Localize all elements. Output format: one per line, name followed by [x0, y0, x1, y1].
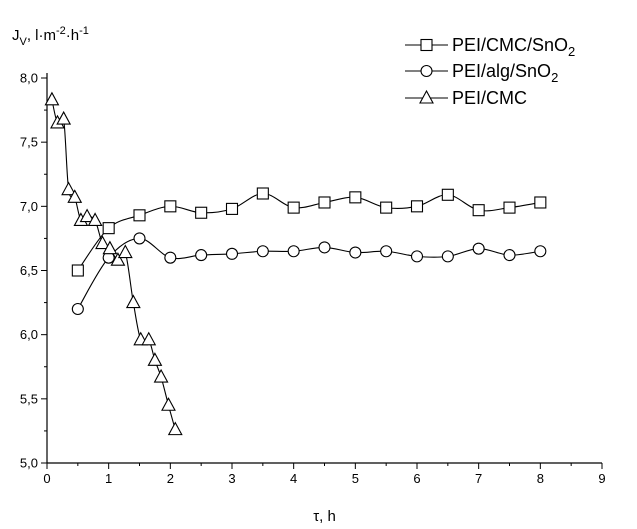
series-2: [71, 232, 547, 316]
legend-item-3: PEI/CMC: [405, 88, 527, 108]
series-line: [77, 237, 541, 310]
legend-label-subscript: 2: [568, 44, 575, 59]
data-point: [318, 196, 331, 209]
y-tick-label: 5,5: [20, 391, 38, 406]
data-point: [161, 397, 176, 411]
y-tick-label: 8,0: [20, 71, 38, 86]
legend-label-main: PEI/alg/SnO: [452, 61, 551, 81]
y-tick-label: 7,0: [20, 199, 38, 214]
data-point: [256, 245, 269, 258]
data-point: [410, 200, 424, 213]
legend-marker: [419, 89, 434, 104]
y-axis-title-part: -2: [56, 25, 66, 37]
legend-item-2: PEI/alg/SnO2: [405, 61, 558, 85]
data-point: [410, 250, 424, 263]
y-axis-title: JV, l·m-2·h-1: [12, 25, 89, 48]
y-tick-label: 6,5: [20, 263, 38, 278]
data-point: [167, 421, 183, 436]
x-tick-label: 6: [413, 471, 420, 486]
data-point: [102, 222, 115, 235]
y-axis-title-part: -1: [79, 25, 89, 37]
data-point: [164, 200, 177, 213]
data-point: [110, 252, 126, 266]
data-point: [56, 110, 72, 125]
data-point: [256, 187, 269, 200]
plot-series: [44, 91, 547, 436]
data-point: [225, 202, 239, 215]
data-point: [318, 241, 331, 254]
x-tick-label: 7: [475, 471, 482, 486]
data-point: [441, 250, 454, 263]
data-point: [125, 294, 141, 309]
data-point: [195, 249, 208, 262]
data-point: [117, 244, 133, 259]
data-point: [225, 247, 239, 260]
x-tick-label: 3: [228, 471, 235, 486]
data-point: [95, 235, 110, 250]
data-point: [472, 204, 485, 217]
data-point: [534, 196, 547, 209]
series-line: [77, 192, 541, 271]
y-axis-title-part: , l·m: [27, 27, 56, 44]
data-point: [61, 181, 77, 196]
legend-item-1: PEI/CMC/SnO2: [405, 35, 575, 59]
data-point: [133, 209, 146, 222]
data-point: [87, 212, 103, 226]
legend-label: PEI/alg/SnO2: [452, 61, 558, 85]
legend-label: PEI/CMC: [452, 88, 527, 108]
y-axis-title-part: V: [20, 36, 28, 48]
data-point: [380, 245, 393, 258]
x-tick-label: 4: [290, 471, 297, 486]
x-tick-label: 8: [537, 471, 544, 486]
y-tick-label: 7,5: [20, 135, 38, 150]
data-point: [147, 352, 163, 366]
axes: 0 1 2 3 4 5 6 7 8 9 5,0 5,5 6,0 6,5 7,0 7,5 8,0: [20, 71, 606, 487]
data-point: [153, 368, 169, 383]
data-point: [67, 189, 83, 203]
legend-marker: [420, 38, 433, 52]
data-point: [195, 206, 208, 219]
x-axis-title: τ, h: [313, 508, 336, 525]
data-point: [287, 245, 300, 258]
data-point: [472, 242, 485, 255]
y-tick-label: 6,0: [20, 327, 38, 342]
data-point: [287, 201, 300, 214]
x-tick-label: 0: [43, 471, 50, 486]
data-point: [44, 91, 60, 106]
x-tick-label: 5: [352, 471, 359, 486]
data-point: [133, 232, 146, 245]
x-tick-label: 2: [167, 471, 174, 486]
x-tick-label: 1: [105, 471, 112, 486]
data-point: [534, 245, 547, 258]
data-point: [349, 191, 362, 204]
y-tick-label: 5,0: [20, 456, 38, 471]
y-axis-title-part: J: [12, 27, 20, 44]
legend-label: PEI/CMC/SnO2: [452, 35, 575, 59]
data-point: [71, 264, 84, 277]
data-point: [102, 240, 118, 255]
data-point: [349, 246, 362, 259]
data-point: [441, 188, 454, 201]
x-tick-label: 9: [598, 471, 605, 486]
data-point: [380, 201, 393, 214]
legend-label-subscript: 2: [551, 70, 558, 85]
axis-titles: τ, h JV, l·m-2·h-1: [12, 25, 336, 525]
legend-marker: [420, 64, 433, 78]
data-point: [164, 251, 177, 264]
data-point: [503, 249, 516, 262]
data-point: [71, 302, 84, 316]
series-1: [71, 187, 547, 277]
y-axis-title-part: ·h: [66, 27, 79, 44]
legend-label-main: PEI/CMC: [452, 88, 527, 108]
series-3: [44, 91, 183, 436]
data-point: [503, 201, 516, 214]
legend-label-main: PEI/CMC/SnO: [452, 35, 568, 55]
data-point: [141, 331, 157, 346]
data-point: [79, 208, 95, 223]
